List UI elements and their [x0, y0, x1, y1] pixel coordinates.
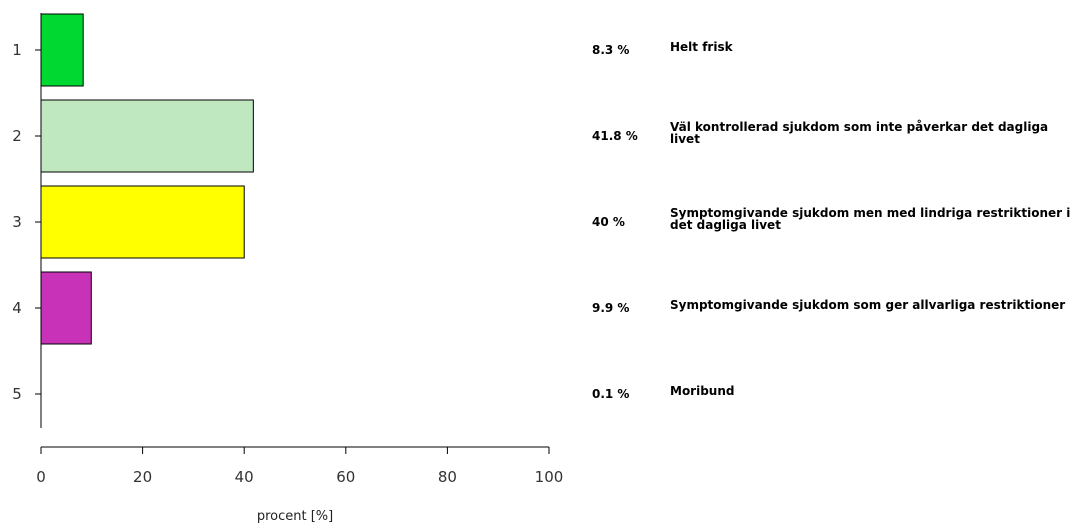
category-description-3: Symptomgivande sjukdom men med lindriga …: [670, 206, 1071, 232]
y-tick-label-4: 4: [12, 299, 22, 317]
category-description-5: Moribund: [670, 384, 735, 398]
bar-4: [40, 271, 92, 345]
x-tick-label-60: 60: [336, 468, 355, 486]
x-tick-label-80: 80: [438, 468, 457, 486]
y-tick-label-2: 2: [12, 127, 22, 145]
category-description-1: Helt frisk: [670, 40, 733, 54]
value-label-4: 9.9 %: [592, 301, 630, 315]
bar-2: [40, 99, 254, 173]
value-label-1: 8.3 %: [592, 43, 630, 57]
bar-1: [40, 13, 84, 87]
x-tick-label-20: 20: [133, 468, 152, 486]
value-label-3: 40 %: [592, 215, 625, 229]
x-tick-label-100: 100: [535, 468, 564, 486]
y-tick-label-3: 3: [12, 213, 22, 231]
value-label-2: 41.8 %: [592, 129, 638, 143]
x-tick-label-0: 0: [36, 468, 46, 486]
y-tick-label-1: 1: [12, 41, 22, 59]
bar-3: [40, 185, 245, 259]
y-tick-label-5: 5: [12, 385, 22, 403]
value-label-5: 0.1 %: [592, 387, 630, 401]
category-description-2: Väl kontrollerad sjukdom som inte påverk…: [670, 120, 1049, 146]
x-axis-label: procent [%]: [257, 509, 333, 524]
category-description-4: Symptomgivande sjukdom som ger allvarlig…: [670, 298, 1066, 312]
x-tick-label-40: 40: [235, 468, 254, 486]
